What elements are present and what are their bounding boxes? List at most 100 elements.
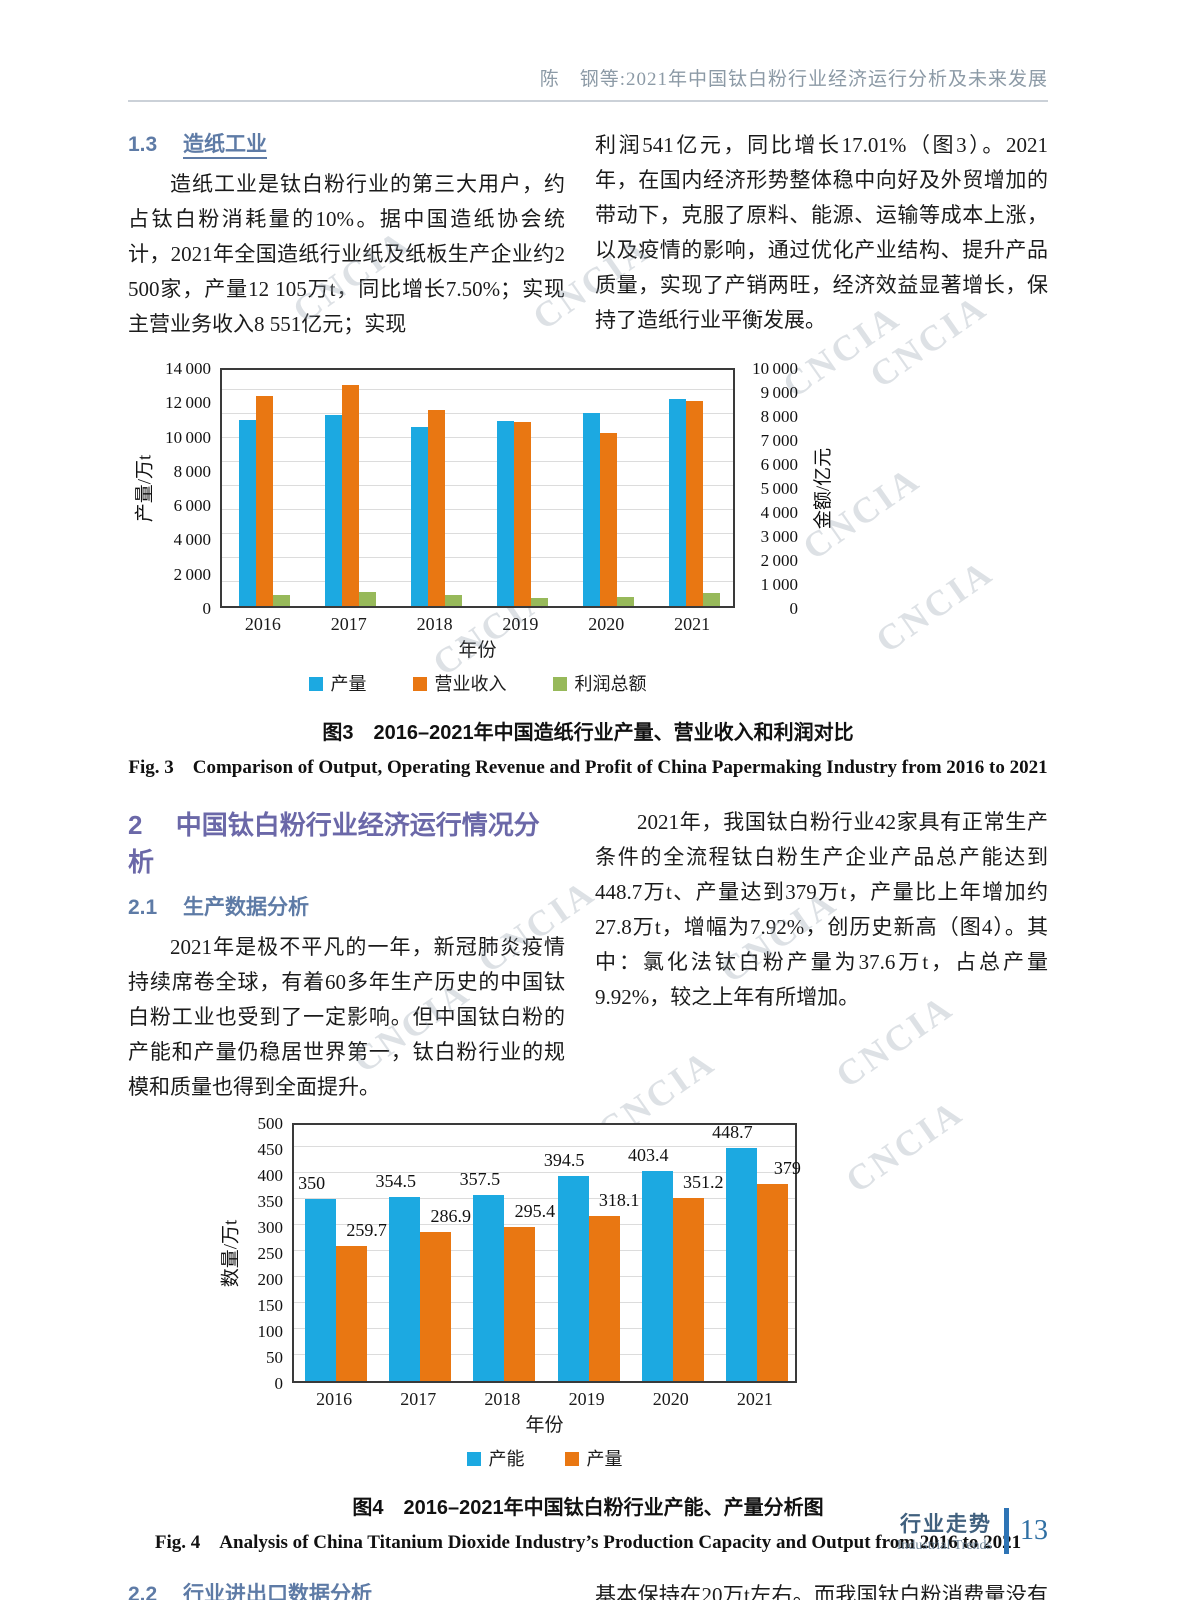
y-tick-label: 500: [257, 1114, 284, 1133]
figure-4: 数量/万t 500 450 400 350 300 250 200 150 100 50 0 350…: [128, 1114, 1048, 1554]
bar-产量-2019: [588, 1215, 620, 1381]
y-tick-label: 0: [789, 599, 799, 618]
bar-value-label: 295.4: [514, 1201, 556, 1222]
fig4-y-ticks: 500 450 400 350 300 250 200 150 100 50 0: [244, 1114, 292, 1393]
fig3-plot: [220, 368, 735, 608]
legend-item-产量: 产量: [564, 1445, 623, 1471]
y-tick-label: 10 000: [165, 427, 211, 447]
section-2-1-heading: 2.1 生产数据分析: [128, 891, 565, 921]
legend-swatch: [564, 1452, 579, 1466]
y-tick-label: 2 000: [760, 551, 798, 570]
y-tick-label: 7 000: [760, 431, 798, 450]
section-number: 1.3: [128, 133, 158, 156]
bar-营业收入-2016: [256, 395, 274, 606]
y-tick-label: 3 000: [760, 527, 798, 546]
legend-swatch: [308, 677, 323, 691]
x-tick-label: 2017: [330, 614, 367, 634]
gridline: [294, 1302, 795, 1303]
bar-产量-2020: [672, 1198, 704, 1381]
bar-利润总额-2016: [273, 594, 291, 606]
section-number: 2: [128, 810, 143, 840]
fig3-legend: 产量 营业收入 利润总额: [220, 670, 735, 696]
bar-value-label: 354.5: [375, 1170, 417, 1191]
bar-产量-2016: [336, 1245, 368, 1381]
legend-label: 利润总额: [574, 674, 647, 694]
bar-产量-2019: [496, 421, 514, 606]
legend-label: 产量: [330, 674, 367, 694]
legend-swatch: [466, 1452, 481, 1466]
legend-label: 产量: [586, 1449, 623, 1469]
y-axis-title-text: 数量/万t: [220, 1219, 242, 1287]
x-tick-label: 2016: [244, 614, 281, 634]
paragraph: 基本保持在20万t左右。而我国钛白粉消费量没有质的提升，钛白粉的大量出口带动了国…: [595, 1583, 1048, 1600]
x-tick-label: 2017: [400, 1389, 437, 1409]
bar-value-label: 286.9: [430, 1205, 472, 1226]
y-axis-title-text: 产量/万t: [134, 454, 156, 522]
bar-value-label: 351.2: [683, 1172, 724, 1193]
footer-section-name: 行业走势 Industrial Trends: [897, 1508, 992, 1554]
section-number: 2.1: [128, 896, 158, 919]
fig3-x-axis-title: 年份: [458, 640, 497, 661]
running-head: 陈 钢等:2021年中国钛白粉行业经济运行分析及未来发展: [539, 69, 1048, 90]
y-tick-label: 6 000: [173, 496, 211, 516]
bar-value-label: 379: [773, 1157, 801, 1178]
bar-产量-2018: [411, 427, 429, 606]
gridline: [222, 557, 733, 558]
gridline: [222, 437, 733, 438]
paragraph: 利润541亿元，同比增长17.01%（图3）。2021年，在国内经济形势整体稳中…: [595, 133, 1048, 332]
y-tick-label: 4 000: [173, 530, 211, 550]
y-tick-label: 1 000: [760, 575, 798, 594]
x-tick-label: 2021: [674, 614, 711, 634]
y-tick-label: 100: [257, 1322, 284, 1341]
fig4-x-axis-title: 年份: [525, 1415, 564, 1436]
y-tick-label: 400: [257, 1166, 284, 1185]
y-tick-label: 12 000: [165, 393, 211, 413]
y-tick-label: 250: [257, 1244, 284, 1263]
gridline: [222, 509, 733, 510]
legend-item-产能: 产能: [466, 1445, 525, 1471]
fig4-x-ticks: 2016 2017 2018 2019 2020 2021: [292, 1383, 797, 1410]
fig4-legend: 产能 产量: [292, 1445, 797, 1471]
bar-value-label: 259.7: [346, 1219, 387, 1240]
gridline: [294, 1276, 795, 1277]
figure-3: 产量/万t 14 000 12 000 10 000 8 000 6 000 4 000 2…: [128, 359, 1048, 779]
bar-营业收入-2017: [342, 384, 360, 606]
bar-利润总额-2019: [530, 598, 548, 606]
left-column: 1.3 造纸工业 造纸工业是钛白粉行业的第三大用户，约占钛白粉消耗量的10%。据…: [128, 128, 565, 342]
fig3-y-axis-title-left: 产量/万t: [128, 368, 158, 608]
y-tick-label: 6 000: [760, 455, 798, 474]
gridline: [222, 485, 733, 486]
paragraph: 2021年是极不平凡的一年，新冠肺炎疫情持续席卷全球，有着60多年生产历史的中国…: [128, 935, 565, 1099]
header-rule: [128, 100, 1048, 102]
gridline: [222, 461, 733, 462]
x-tick-label: 2018: [416, 614, 453, 634]
y-tick-label: 300: [257, 1218, 284, 1237]
fig3-y-axis-title-right: 金额/亿元: [807, 368, 837, 608]
bar-产量-2017: [420, 1231, 452, 1381]
bar-营业收入-2019: [513, 422, 531, 606]
left-column: 2 中国钛白粉行业经济运行情况分析 2.1 生产数据分析 2021年是极不平凡的…: [128, 801, 565, 1105]
section-title: 行业进出口数据分析: [183, 1583, 373, 1600]
bar-产量-2017: [325, 415, 343, 606]
fig4-y-axis-title: 数量/万t: [214, 1123, 244, 1383]
legend-label: 营业收入: [434, 674, 507, 694]
right-column: 利润541亿元，同比增长17.01%（图3）。2021年，在国内经济形势整体稳中…: [595, 128, 1048, 342]
y-tick-label: 4 000: [760, 503, 798, 522]
legend-item-利润总额: 利润总额: [552, 670, 647, 696]
x-tick-label: 2018: [484, 1389, 521, 1409]
bar-value-label: 394.5: [543, 1149, 585, 1170]
footer-label-zh: 行业走势: [900, 1513, 992, 1536]
y-tick-label: 450: [257, 1140, 284, 1159]
gridline: [294, 1354, 795, 1355]
bar-value-label: 357.5: [459, 1169, 501, 1190]
bar-产量-2016: [239, 419, 257, 606]
bar-利润总额-2021: [702, 593, 720, 606]
bar-利润总额-2017: [359, 591, 377, 606]
bar-产量-2021: [668, 398, 686, 606]
gridline: [222, 413, 733, 414]
fig3-y-ticks-right: 10 000 9 000 8 000 7 000 6 000 5 000 4 000 3 00…: [735, 359, 807, 618]
bar-产量-2020: [582, 412, 600, 606]
bar-产能-2017: [389, 1196, 421, 1381]
right-column: 2021年，我国钛白粉行业42家具有正常生产条件的全流程钛白粉生产企业产品总产能…: [595, 801, 1048, 1105]
fig4-plot: 350 354.5 357.5 394.5 403.4 448.7 259.7 286.9 29…: [292, 1122, 801, 1383]
